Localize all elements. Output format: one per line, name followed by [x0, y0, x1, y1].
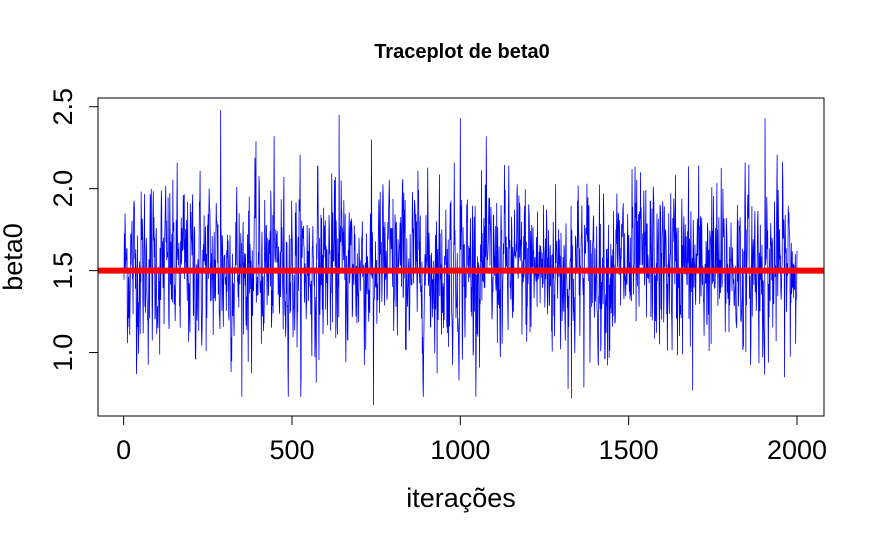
- y-axis: 1.0 1.5 2.0 2.5: [48, 88, 99, 372]
- x-tick-label: 500: [269, 435, 314, 465]
- x-tick-label: 0: [116, 435, 131, 465]
- x-tick-label: 1000: [430, 435, 490, 465]
- y-tick-label: 1.0: [48, 334, 78, 372]
- x-tick-label: 2000: [767, 435, 827, 465]
- y-axis-label: beta0: [0, 223, 28, 291]
- y-tick-label: 1.5: [48, 252, 78, 290]
- chart-title: Traceplot de beta0: [374, 41, 550, 63]
- y-tick-label: 2.0: [48, 170, 78, 208]
- trace-line: [123, 109, 798, 406]
- x-axis: 0 500 1000 1500 2000: [116, 415, 827, 465]
- y-tick-label: 2.5: [48, 88, 78, 126]
- x-tick-label: 1500: [599, 435, 659, 465]
- trace-series-beta0: [123, 109, 798, 406]
- x-axis-label: iterações: [406, 483, 516, 513]
